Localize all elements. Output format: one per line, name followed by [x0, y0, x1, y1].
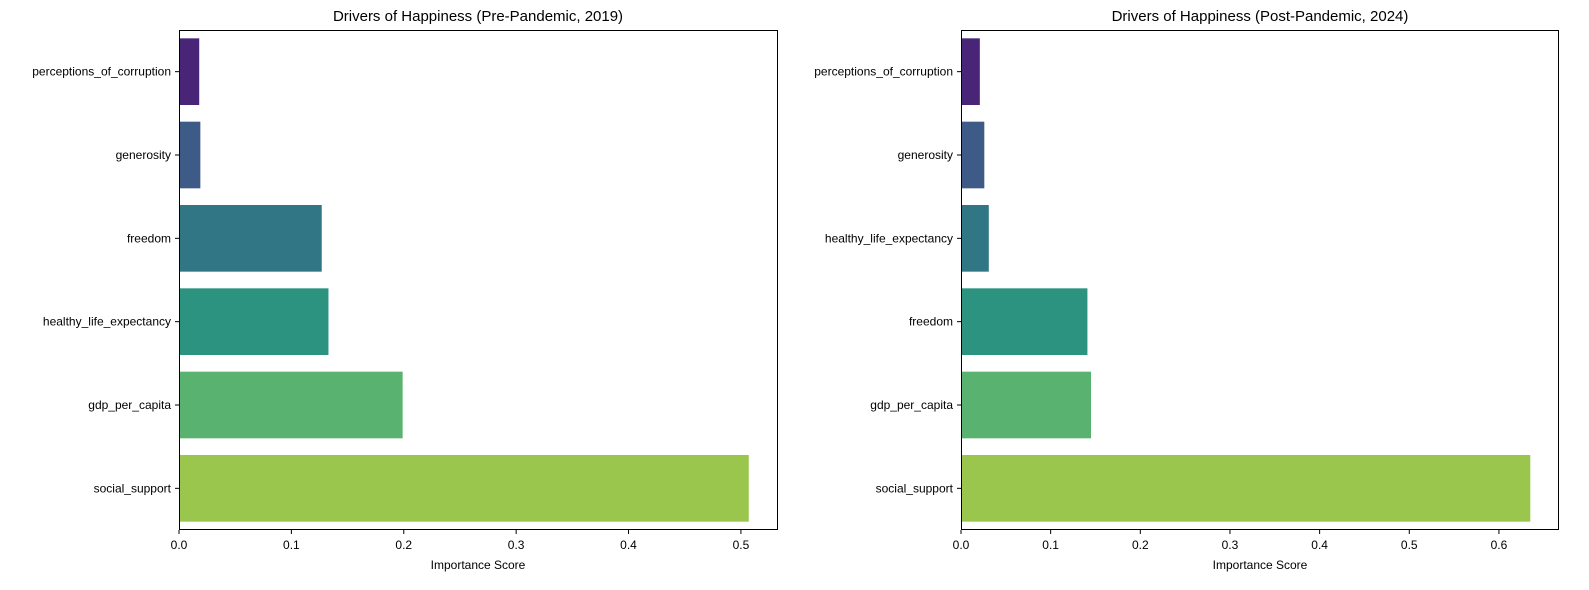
x-tick-label: 0.2	[1132, 538, 1149, 552]
x-axis-label: Importance Score	[1213, 558, 1308, 572]
x-tick-label: 0.4	[620, 538, 637, 552]
bar-healthy-life-expectancy	[179, 288, 329, 355]
y-tick-label: freedom	[909, 315, 953, 329]
y-tick-label: freedom	[127, 231, 171, 245]
x-tick-label: 0.0	[171, 538, 188, 552]
chart-title: Drivers of Happiness (Pre-Pandemic, 2019…	[333, 8, 623, 25]
bar-generosity	[179, 121, 201, 189]
chart-title: Drivers of Happiness (Post-Pandemic, 202…	[1112, 8, 1409, 25]
x-tick-label: 0.1	[283, 538, 300, 552]
x-tick-label: 0.1	[1042, 538, 1059, 552]
chart-post-pandemic: Drivers of Happiness (Post-Pandemic, 202…	[814, 8, 1559, 572]
y-tick-label: perceptions_of_corruption	[32, 65, 171, 79]
bar-perceptions-of-corruption	[179, 38, 200, 106]
x-tick-label: 0.6	[1491, 538, 1508, 552]
x-tick-label: 0.2	[395, 538, 412, 552]
bar-social-support	[961, 455, 1531, 522]
x-tick-label: 0.5	[1401, 538, 1418, 552]
chart-pre-pandemic: Drivers of Happiness (Pre-Pandemic, 2019…	[32, 8, 778, 572]
y-tick-label: gdp_per_capita	[870, 398, 953, 412]
bar-freedom	[961, 288, 1088, 355]
bar-gdp-per-capita	[961, 371, 1091, 439]
x-tick-label: 0.4	[1311, 538, 1328, 552]
x-tick-label: 0.3	[508, 538, 525, 552]
y-tick-label: healthy_life_expectancy	[825, 231, 953, 245]
plot-frame	[179, 30, 778, 530]
x-tick-label: 0.0	[953, 538, 970, 552]
y-tick-label: social_support	[876, 481, 954, 495]
plot-frame	[961, 30, 1559, 530]
y-tick-label: generosity	[898, 148, 953, 162]
bar-freedom	[179, 205, 322, 272]
bar-healthy-life-expectancy	[961, 205, 989, 272]
bar-perceptions-of-corruption	[961, 38, 980, 106]
y-tick-label: generosity	[116, 148, 171, 162]
y-tick-label: social_support	[94, 481, 172, 495]
x-tick-label: 0.3	[1222, 538, 1239, 552]
x-axis-label: Importance Score	[431, 558, 526, 572]
bar-social-support	[179, 455, 749, 522]
x-tick-label: 0.5	[733, 538, 750, 552]
y-tick-label: perceptions_of_corruption	[814, 65, 953, 79]
bar-generosity	[961, 121, 985, 189]
y-tick-label: healthy_life_expectancy	[43, 315, 171, 329]
y-tick-label: gdp_per_capita	[88, 398, 171, 412]
bar-gdp-per-capita	[179, 371, 403, 439]
